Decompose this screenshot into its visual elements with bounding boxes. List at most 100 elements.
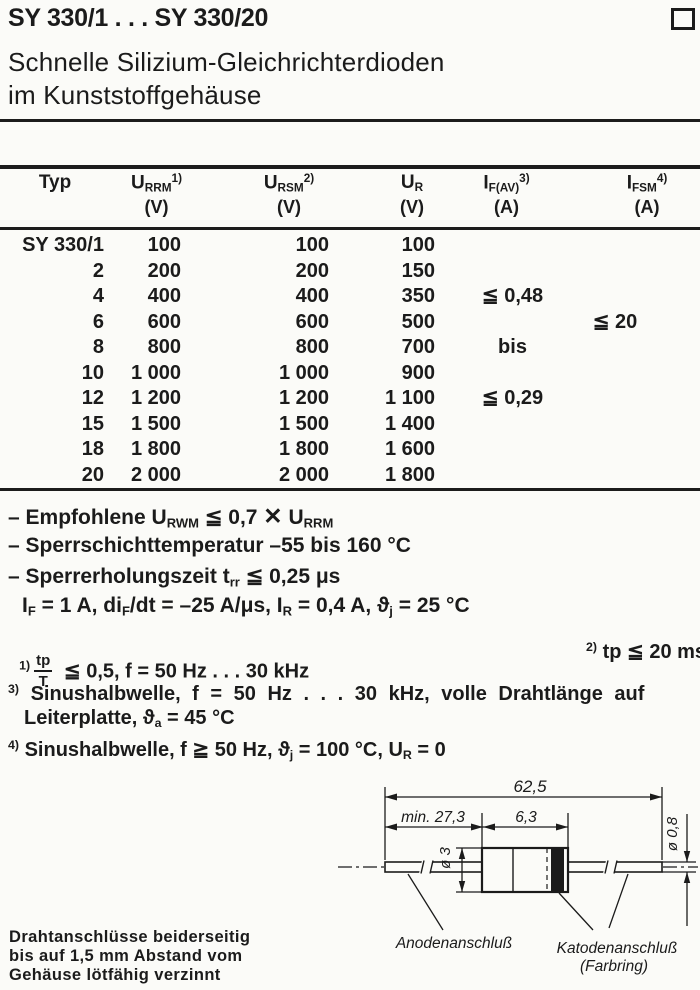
- subtitle-line-1: Schnelle Silizium-Gleichrichterdioden: [8, 47, 445, 77]
- cell-ur: 150: [401, 259, 435, 282]
- table-row: 6 600 600 500 ≦ 20: [0, 310, 700, 336]
- cell-ursm: 400: [295, 285, 329, 307]
- cell-urrm: 1 500: [130, 412, 181, 435]
- footnote-3-line2: Leiterplatte, ϑa = 45 °C: [24, 707, 235, 731]
- cell-ursm: 1 200: [278, 387, 329, 409]
- table-row: 18 1 800 1 800 1 600: [0, 437, 700, 463]
- column-header-urrm: URRM1) (V): [131, 172, 182, 218]
- cell-ifsm: [560, 463, 700, 489]
- cell-ifav: [445, 437, 560, 463]
- cell-ifav: [445, 463, 560, 489]
- table-bottom-rule: [0, 488, 700, 491]
- footnote-2: 2) tp ≦ 20 ms: [586, 640, 700, 663]
- dim-body-length-label: 6,3: [515, 809, 537, 826]
- note-urwm: – Empfohlene URWM ≦ 0,7 ✕ URRM: [8, 503, 334, 531]
- note-recovery-time: – Sperrerholungszeit trr ≦ 0,25 μs: [8, 565, 341, 590]
- table-row: 10 1 000 1 000 900: [0, 361, 700, 387]
- cell-typ: 2: [92, 259, 104, 282]
- column-header-ur: UR (V): [400, 172, 424, 217]
- cell-ifsm: [560, 335, 700, 361]
- cell-ifsm: [560, 233, 700, 259]
- dim-lead-diameter: [662, 814, 696, 926]
- cell-ursm: 100: [295, 234, 329, 256]
- cell-ursm: 200: [295, 259, 329, 282]
- subtitle-line-2: im Kunststoffgehäuse: [8, 80, 262, 110]
- page-title: SY 330/1 . . . SY 330/20: [8, 4, 269, 32]
- note-recovery-conditions: IF = 1 A, diF/dt = –25 A/μs, IR = 0,4 A,…: [22, 594, 470, 619]
- cathode-ring-leader-line: [558, 892, 594, 931]
- cell-ifsm: ≦ 20: [592, 310, 638, 333]
- diode-body: [480, 846, 570, 894]
- cell-ur: 900: [401, 361, 435, 384]
- cell-typ: 18: [81, 438, 104, 460]
- anode-label: Anodenanschluß: [395, 935, 512, 952]
- cell-ursm: 1 000: [278, 361, 329, 384]
- lead-solder-note-line1: Drahtanschlüsse beiderseitig: [9, 928, 251, 946]
- cell-urrm: 1 200: [130, 387, 181, 409]
- cell-ursm: 1 500: [278, 412, 329, 435]
- footnote-3-line1: 3) Sinushalbwelle, f = 50 Hz . . . 30 kH…: [8, 682, 645, 705]
- cell-typ: 15: [81, 412, 104, 435]
- cell-urrm: 1 800: [130, 438, 181, 460]
- cell-ur: 1 800: [384, 463, 435, 486]
- cell-ur: 500: [401, 310, 435, 333]
- cell-urrm: 1 000: [130, 361, 181, 384]
- table-row: 2 200 200 150: [0, 259, 700, 285]
- table-header-rule: [0, 227, 700, 230]
- cathode-lead-leader-line: [608, 873, 629, 929]
- footnote-1: 1) tp T ≦ 0,5, f = 50 Hz . . . 30 kHz: [8, 630, 309, 689]
- cell-ur: 1 100: [384, 387, 435, 409]
- table-header-row: Typ URRM1) (V) URSM2) (V) UR (V) IF(AV)3) (A…: [0, 172, 700, 218]
- table-body: SY 330/1 100 100 100 2 200 200 150 4 400 400 350 ≦…: [0, 233, 700, 488]
- table-row: 8 800 800 700 bis: [0, 335, 700, 361]
- cell-urrm: 400: [147, 285, 181, 307]
- lead-solder-note-line2: bis auf 1,5 mm Abstand vom: [9, 947, 243, 965]
- cell-ifav: ≦ 0,29: [481, 387, 544, 409]
- cell-ur: 350: [401, 285, 435, 307]
- lead-solder-note: Drahtanschlüsse beiderseitig bis auf 1,5…: [9, 928, 250, 985]
- cell-ur: 700: [401, 336, 435, 358]
- page-subtitle: Schnelle Silizium-Gleichrichterdioden im…: [8, 46, 445, 112]
- cell-ifav: ≦ 0,48: [481, 285, 544, 307]
- table-row: 4 400 400 350 ≦ 0,48: [0, 284, 700, 310]
- duty-cycle-fraction: tp T: [34, 652, 53, 690]
- cell-ursm: 800: [295, 336, 329, 358]
- anode-lead: [384, 860, 483, 874]
- table-row: 20 2 000 2 000 1 800: [0, 463, 700, 489]
- note-junction-temp: – Sperrschichttemperatur –55 bis 160 °C: [8, 534, 411, 557]
- dim-body-diameter-label: ø 3: [437, 847, 454, 869]
- dim-lead-diameter-label: ø 0,8: [664, 816, 681, 851]
- cell-urrm: 100: [147, 234, 181, 256]
- table-row: 15 1 500 1 500 1 400: [0, 412, 700, 438]
- cell-ifsm: [560, 412, 700, 438]
- lead-solder-note-line3: Gehäuse lötfähig verzinnt: [9, 966, 221, 984]
- dim-lead-length-label: min. 27,3: [401, 809, 465, 826]
- cell-ifsm: [560, 386, 700, 412]
- column-header-ifav: IF(AV)3) (A): [483, 172, 530, 218]
- cell-typ: 4: [92, 285, 104, 307]
- cathode-label: Katodenanschluß: [557, 940, 678, 957]
- cell-ursm: 600: [295, 310, 329, 333]
- footnote-1-marker: 1): [19, 658, 31, 673]
- table-row: SY 330/1 100 100 100: [0, 233, 700, 259]
- cell-typ: 12: [81, 387, 104, 409]
- cell-ifsm: [560, 361, 700, 387]
- cell-ifav: [445, 259, 560, 285]
- cell-ifav: [445, 310, 560, 336]
- dim-overall-label: 62,5: [513, 777, 547, 796]
- cathode-lead: [567, 860, 663, 874]
- cell-ifsm: [560, 284, 700, 310]
- column-header-ifsm: IFSM4) (A): [626, 172, 668, 218]
- cell-ur: 1 400: [384, 412, 435, 435]
- cell-urrm: 200: [147, 259, 181, 282]
- cell-urrm: 800: [147, 336, 181, 358]
- cell-urrm: 600: [147, 310, 181, 333]
- corner-box-icon: [671, 8, 695, 30]
- cathode-color-ring: [551, 849, 564, 891]
- cell-ifav: bis: [498, 336, 527, 358]
- cell-ursm: 1 800: [278, 438, 329, 460]
- anode-leader-line: [407, 873, 444, 931]
- cell-typ: 6: [92, 310, 104, 333]
- dim-overall: [384, 787, 663, 860]
- package-outline-drawing: 62,5 min. 27,3 6,3 ø 3 ø 0,8 Anodenansch…: [338, 777, 698, 975]
